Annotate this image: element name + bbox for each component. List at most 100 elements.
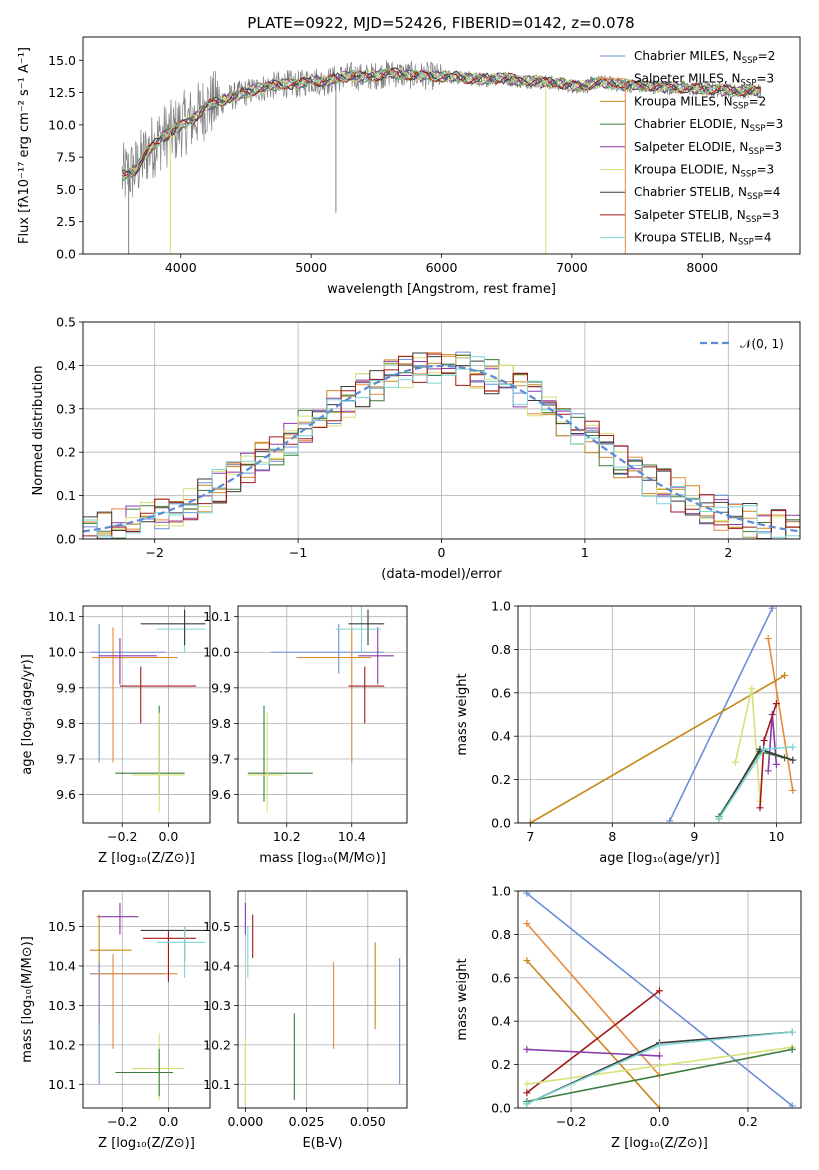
y-tick-label: 10.0 <box>48 117 76 132</box>
x-tick-label: 0 <box>438 545 446 560</box>
y-tick-label: 10.5 <box>48 919 76 934</box>
weight-point <box>748 684 756 692</box>
y-tick-label: 0.6 <box>491 970 511 985</box>
axes-frame <box>82 890 211 1109</box>
x-axis-label: age [log₁₀(age/yr)] <box>599 851 720 866</box>
x-tick-label: −0.2 <box>107 1114 137 1129</box>
weight-point <box>656 1041 663 1049</box>
y-tick-label: 1.0 <box>491 599 511 614</box>
weight-point <box>731 758 739 766</box>
x-tick-label: 0.0 <box>158 829 178 844</box>
plot-area <box>526 606 797 823</box>
y-tick-label: 0.0 <box>56 532 76 547</box>
panel-mass_vs_Z: −0.2 0.0 10.1 10.2 10.3 10.4 10.5 Z [log₁₀(Z/Z⊙… <box>20 890 211 1151</box>
y-axis-label: mass weight <box>455 673 470 755</box>
x-axis-label: Z [log₁₀(Z/Z⊙)] <box>98 851 195 866</box>
x-tick-label: −2 <box>145 545 163 560</box>
y-tick-label: 10.3 <box>203 998 231 1013</box>
legend-label: Chabrier MILES, NSSP=2 <box>634 49 775 66</box>
y-tick-label: 0.4 <box>491 729 511 744</box>
weight-point <box>715 815 723 823</box>
y-tick-label: 7.5 <box>56 150 76 165</box>
weight-point <box>789 786 797 794</box>
weight-point <box>526 819 534 823</box>
legend-count: =2 <box>749 94 767 108</box>
legend-count: =3 <box>762 208 780 222</box>
x-tick-label: 5000 <box>295 260 327 275</box>
panel-age_vs_Z: −0.2 0.0 9.6 9.7 9.8 9.9 10.0 10.1 Z [log₁₀(Z/Z⊙… <box>20 605 211 866</box>
weight-line <box>718 750 785 817</box>
legend-label: 𝒩(0, 1) <box>740 337 784 351</box>
y-tick-label: 9.9 <box>211 680 231 695</box>
weight-point <box>523 1045 531 1053</box>
y-tick-label: 10.3 <box>48 998 76 1013</box>
weight-line <box>767 638 794 791</box>
weight-line <box>526 922 661 1077</box>
weight-point <box>523 891 531 897</box>
legend-subscript: SSP <box>747 192 763 202</box>
weight-point <box>788 1045 796 1053</box>
y-tick-label: 0.3 <box>56 401 76 416</box>
weight-point <box>656 1052 663 1060</box>
x-tick-label: 6000 <box>426 260 458 275</box>
y-tick-label: 0.5 <box>56 315 76 330</box>
weight-point <box>523 1080 531 1088</box>
legend-count: =4 <box>763 185 781 199</box>
y-tick-label: 0.2 <box>56 445 76 460</box>
y-tick-label: 10.4 <box>203 958 231 973</box>
plot-area <box>247 606 394 813</box>
weight-point <box>523 920 531 928</box>
legend-subscript: SSP <box>741 170 757 180</box>
y-tick-label: 10.1 <box>203 1077 231 1092</box>
weight-point <box>788 1028 796 1036</box>
weight-point <box>764 767 772 775</box>
weight-point <box>523 1100 531 1108</box>
weight-point <box>772 760 780 768</box>
weight-line <box>529 674 786 823</box>
weight-line <box>669 607 774 822</box>
plot-area <box>89 902 206 1101</box>
y-tick-label: 0.4 <box>56 358 76 373</box>
y-tick-label: 10.1 <box>203 609 231 624</box>
x-tick-label: 8000 <box>686 260 718 275</box>
weight-point <box>656 987 663 995</box>
legend-label: Salpeter MILES, NSSP=3 <box>634 72 774 89</box>
weight-point <box>772 700 780 708</box>
x-tick-label: 9 <box>690 829 698 844</box>
y-tick-label: 9.8 <box>211 716 231 731</box>
x-tick-label: −0.2 <box>556 1114 586 1129</box>
y-tick-label: 9.7 <box>211 751 231 766</box>
legend-subscript: SSP <box>742 56 758 66</box>
legend-count: =3 <box>766 117 784 131</box>
x-axis-label: E(B-V) <box>302 1136 342 1151</box>
y-tick-label: 15.0 <box>48 53 76 68</box>
y-tick-label: 10.2 <box>48 1037 76 1052</box>
x-axis-label: Z [log₁₀(Z/Z⊙)] <box>98 1136 195 1151</box>
legend-subscript: SSP <box>741 79 757 89</box>
legend-label: Salpeter STELIB, NSSP=3 <box>634 208 779 225</box>
legend-subscript: SSP <box>738 238 754 248</box>
weight-point <box>523 956 531 964</box>
weight-point <box>768 606 776 612</box>
y-tick-label: 0.0 <box>491 816 511 831</box>
y-axis-label: mass weight <box>455 958 470 1040</box>
weight-point <box>789 756 797 764</box>
panel-weight_vs_Z: −0.2 0.0 0.2 0.0 0.2 0.4 0.6 0.8 1.0 Z [log₁₀(Z/Z… <box>455 884 802 1151</box>
axes-frame <box>237 605 408 824</box>
panels: 4000 5000 6000 7000 80000.02.55.07.510.012.5… <box>17 36 802 1151</box>
axes-frame <box>517 605 802 824</box>
y-tick-label: 10.0 <box>48 645 76 660</box>
page-title: PLATE=0922, MJD=52426, FIBERID=0142, z=0… <box>247 14 634 32</box>
y-tick-label: 0.8 <box>491 927 511 942</box>
axes-frame <box>82 605 211 824</box>
y-tick-label: 9.8 <box>56 716 76 731</box>
plot-area <box>523 891 796 1108</box>
legend-label: Salpeter ELODIE, NSSP=3 <box>634 140 782 157</box>
normal-curve <box>83 364 800 533</box>
legend-subscript: SSP <box>746 215 762 225</box>
weight-point <box>760 745 768 753</box>
y-tick-label: 10.2 <box>203 1037 231 1052</box>
legend-label: Kroupa MILES, NSSP=2 <box>634 94 766 111</box>
model-spectrum <box>121 67 762 178</box>
